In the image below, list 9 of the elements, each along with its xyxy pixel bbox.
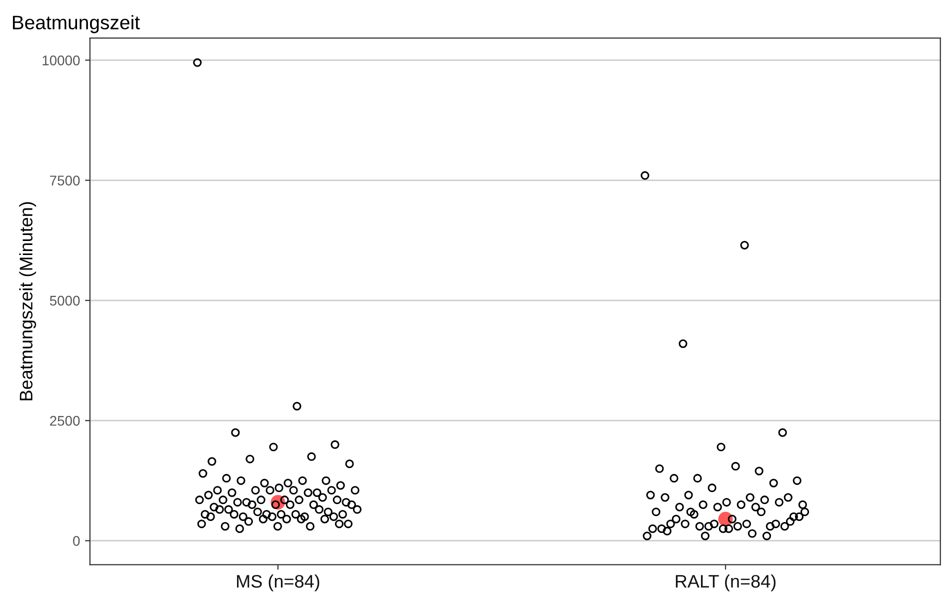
y-tick-label: 2500 (50, 416, 80, 426)
y-tick-label: 7500 (50, 176, 80, 186)
y-axis-title: Beatmungszeit (Minuten) (19, 202, 36, 400)
y-tick-label: 0 (73, 536, 80, 546)
x-tick-label: MS (n=84) (237, 574, 320, 592)
y-tick-label: 5000 (50, 296, 80, 306)
x-tick-label: RALT (n=84) (676, 574, 776, 592)
chart-title: Beatmungszeit (12, 15, 140, 34)
y-tick-label: 10000 (42, 55, 80, 66)
